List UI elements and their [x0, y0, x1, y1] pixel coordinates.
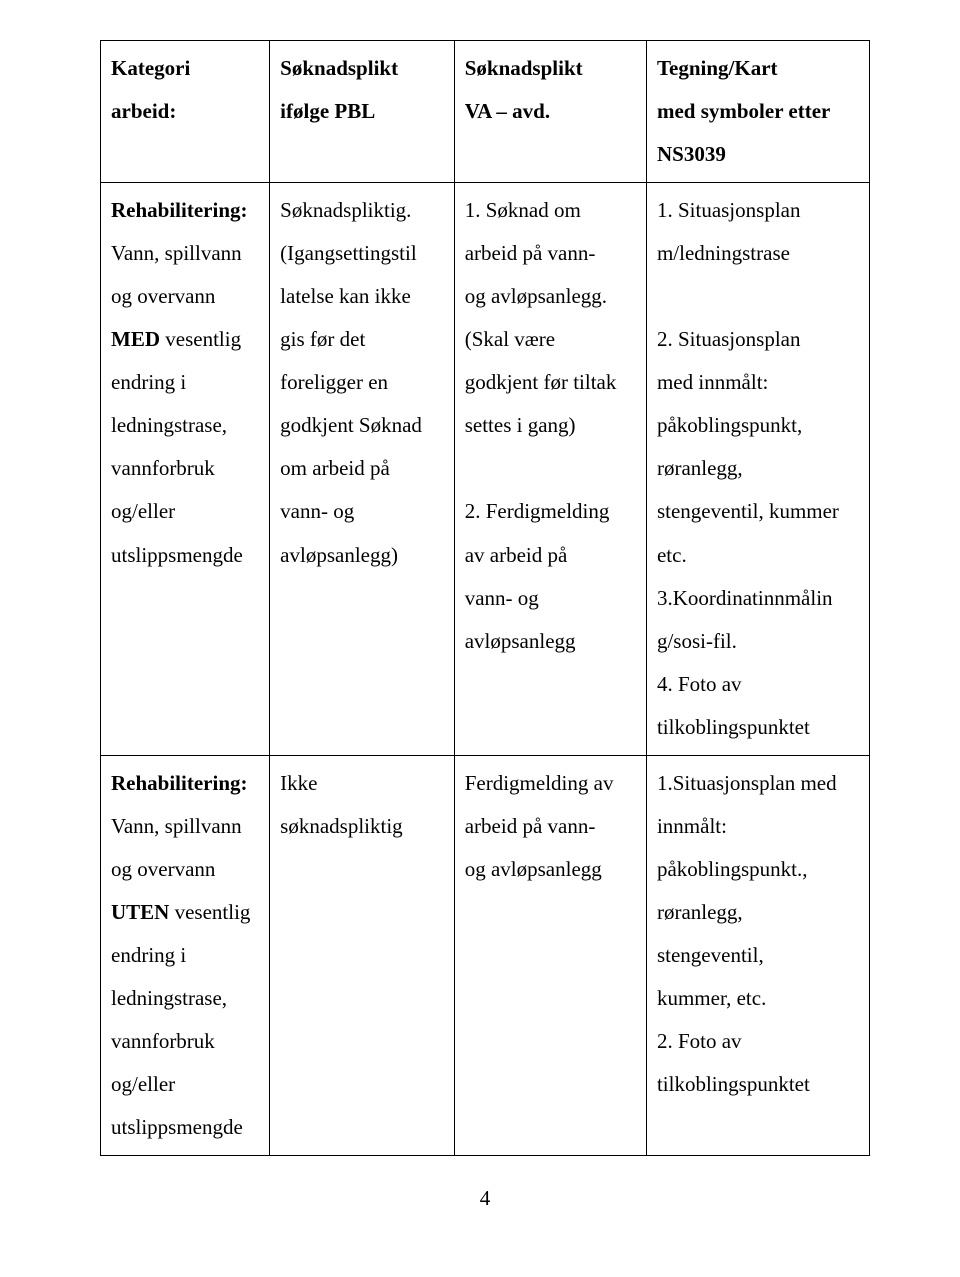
- cell-text: vannforbruk: [111, 1029, 215, 1053]
- cell-text: 2. Situasjonsplan: [657, 327, 801, 351]
- cell-text: 1.Situasjonsplan med: [657, 771, 837, 795]
- cell-category: Rehabilitering: Vann, spillvann og overv…: [101, 183, 270, 756]
- header-cell-3: Søknadsplikt VA – avd.: [454, 41, 646, 183]
- cell-text: vannforbruk: [111, 456, 215, 480]
- cell-text: MED: [111, 327, 160, 351]
- cell-text: røranlegg,: [657, 456, 743, 480]
- header-text: Kategori arbeid:: [111, 56, 190, 123]
- cell-text: UTEN: [111, 900, 169, 924]
- cell-text: g/sosi-fil.: [657, 629, 737, 653]
- header-text: ifølge PBL: [280, 99, 375, 123]
- cell-text: Søknadspliktig.: [280, 198, 411, 222]
- cell-text: påkoblingspunkt,: [657, 413, 802, 437]
- cell-text: Ferdigmelding av: [465, 771, 614, 795]
- cell-text: arbeid på vann-: [465, 241, 596, 265]
- cell-text: tilkoblingspunktet: [657, 715, 810, 739]
- cell-tegning: 1.Situasjonsplan med innmålt: påkoblings…: [646, 755, 869, 1155]
- header-text: NS3039: [657, 142, 726, 166]
- cell-text: etc.: [657, 543, 687, 567]
- cell-text: 2. Ferdigmelding: [465, 499, 610, 523]
- cell-text: røranlegg,: [657, 900, 743, 924]
- document-page: Kategori arbeid: Søknadsplikt ifølge PBL…: [0, 0, 960, 1251]
- cell-text: endring i: [111, 370, 186, 394]
- cell-text: avløpsanlegg: [465, 629, 576, 653]
- cell-text: avløpsanlegg): [280, 543, 398, 567]
- cell-text: innmålt:: [657, 814, 727, 838]
- page-number: 4: [100, 1186, 870, 1211]
- cell-text: ledningstrase,: [111, 413, 227, 437]
- table-header-row: Kategori arbeid: Søknadsplikt ifølge PBL…: [101, 41, 870, 183]
- cell-text: 1. Søknad om: [465, 198, 581, 222]
- cell-text: kummer, etc.: [657, 986, 766, 1010]
- cell-text: arbeid på vann-: [465, 814, 596, 838]
- cell-text: Vann, spillvann: [111, 241, 242, 265]
- header-text: med symboler etter: [657, 99, 830, 123]
- header-cell-1: Kategori arbeid:: [101, 41, 270, 183]
- header-cell-4: Tegning/Kart med symboler etter NS3039: [646, 41, 869, 183]
- cell-category: Rehabilitering: Vann, spillvann og overv…: [101, 755, 270, 1155]
- cell-text: 4. Foto av: [657, 672, 742, 696]
- cell-tegning: 1. Situasjonsplan m/ledningstrase 2. Sit…: [646, 183, 869, 756]
- cell-pbl: Søknadspliktig. (Igangsettingstil latels…: [270, 183, 455, 756]
- cell-pbl: Ikke søknadspliktig: [270, 755, 455, 1155]
- cell-text: latelse kan ikke: [280, 284, 411, 308]
- table-row: Rehabilitering: Vann, spillvann og overv…: [101, 183, 870, 756]
- header-text: Søknadsplikt: [280, 56, 398, 80]
- cell-text: m/ledningstrase: [657, 241, 790, 265]
- cell-text: av arbeid på: [465, 543, 568, 567]
- cell-text: Rehabilitering:: [111, 198, 248, 222]
- cell-text: godkjent Søknad: [280, 413, 422, 437]
- cell-text: tilkoblingspunktet: [657, 1072, 810, 1096]
- cell-text: godkjent før tiltak: [465, 370, 617, 394]
- main-table: Kategori arbeid: Søknadsplikt ifølge PBL…: [100, 40, 870, 1156]
- cell-text: 1. Situasjonsplan: [657, 198, 801, 222]
- cell-text: og/eller: [111, 499, 175, 523]
- cell-text: gis før det: [280, 327, 365, 351]
- cell-text: Rehabilitering:: [111, 771, 248, 795]
- cell-text: Vann, spillvann: [111, 814, 242, 838]
- cell-text: ledningstrase,: [111, 986, 227, 1010]
- cell-text: og avløpsanlegg.: [465, 284, 607, 308]
- header-cell-2: Søknadsplikt ifølge PBL: [270, 41, 455, 183]
- cell-text: 3.Koordinatinnmålin: [657, 586, 833, 610]
- cell-text: vann- og: [465, 586, 539, 610]
- header-text: Søknadsplikt: [465, 56, 583, 80]
- cell-text: 2. Foto av: [657, 1029, 742, 1053]
- cell-text: med innmålt:: [657, 370, 768, 394]
- cell-text: utslippsmengde: [111, 543, 243, 567]
- cell-text: settes i gang): [465, 413, 576, 437]
- table-row: Rehabilitering: Vann, spillvann og overv…: [101, 755, 870, 1155]
- cell-text: om arbeid på: [280, 456, 390, 480]
- cell-text: utslippsmengde: [111, 1115, 243, 1139]
- cell-text: og/eller: [111, 1072, 175, 1096]
- cell-text: og overvann: [111, 284, 215, 308]
- cell-text: stengeventil, kummer: [657, 499, 839, 523]
- cell-text: stengeventil,: [657, 943, 764, 967]
- cell-text: vesentlig: [160, 327, 241, 351]
- cell-text: vesentlig: [169, 900, 250, 924]
- cell-text: Ikke: [280, 771, 317, 795]
- cell-text: endring i: [111, 943, 186, 967]
- cell-text: søknadspliktig: [280, 814, 403, 838]
- cell-text: vann- og: [280, 499, 354, 523]
- header-text: VA – avd.: [465, 99, 550, 123]
- cell-text: foreligger en: [280, 370, 388, 394]
- header-text: Tegning/Kart: [657, 56, 778, 80]
- cell-text: påkoblingspunkt.,: [657, 857, 808, 881]
- cell-text: (Igangsettingstil: [280, 241, 416, 265]
- cell-va: 1. Søknad om arbeid på vann- og avløpsan…: [454, 183, 646, 756]
- cell-text: og overvann: [111, 857, 215, 881]
- cell-text: (Skal være: [465, 327, 555, 351]
- cell-va: Ferdigmelding av arbeid på vann- og avlø…: [454, 755, 646, 1155]
- cell-text: og avløpsanlegg: [465, 857, 602, 881]
